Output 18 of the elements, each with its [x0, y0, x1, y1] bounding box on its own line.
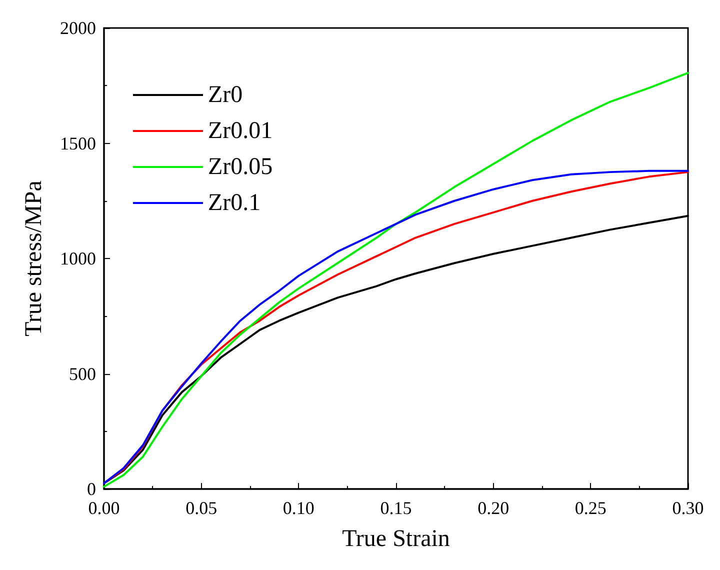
x-tick-label: 0.15: [380, 498, 412, 518]
x-tick-label: 0.30: [672, 498, 704, 518]
x-tick-label: 0.20: [478, 498, 510, 518]
x-tick-label: 0.25: [574, 498, 606, 518]
y-axis-title: True stress/MPa: [21, 180, 47, 336]
legend-label: Zr0: [208, 82, 243, 108]
y-tick-label: 0: [87, 479, 96, 499]
x-axis-title: True Strain: [342, 526, 450, 552]
x-tick-label: 0.00: [88, 498, 120, 518]
y-tick-label: 500: [69, 364, 96, 384]
y-tick-label: 1000: [60, 248, 96, 268]
x-tick-label: 0.05: [186, 498, 218, 518]
legend-label: Zr0.01: [208, 118, 273, 144]
legend-label: Zr0.05: [208, 154, 273, 180]
legend-label: Zr0.1: [208, 190, 261, 216]
x-tick-label: 0.10: [282, 498, 314, 518]
y-tick-label: 1500: [60, 133, 96, 154]
y-tick-label: 2000: [60, 18, 96, 38]
